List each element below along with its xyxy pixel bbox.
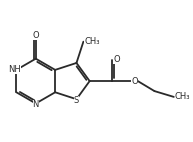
Text: N: N [33, 100, 39, 109]
Text: O: O [32, 31, 39, 40]
Text: O: O [113, 55, 120, 64]
Text: CH₃: CH₃ [85, 37, 100, 46]
Text: O: O [131, 77, 138, 86]
Text: NH: NH [8, 65, 21, 74]
Text: S: S [74, 96, 79, 105]
Text: CH₃: CH₃ [175, 92, 190, 101]
